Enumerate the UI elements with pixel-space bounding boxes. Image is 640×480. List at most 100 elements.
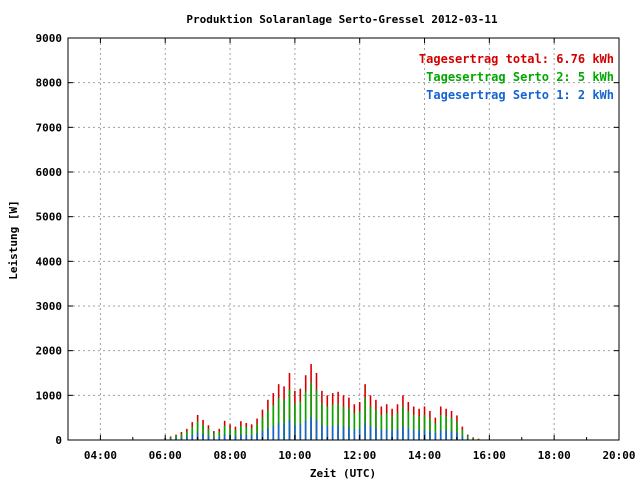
bar-serto2 <box>380 414 383 440</box>
bar-serto1 <box>186 436 188 440</box>
y-tick-label: 4000 <box>36 255 63 268</box>
bar-serto2 <box>186 431 188 440</box>
bar-serto1 <box>304 420 307 440</box>
bar-serto1 <box>466 438 469 440</box>
bar-serto1 <box>418 430 420 440</box>
bar-serto1 <box>261 430 264 440</box>
bar-serto1 <box>396 429 399 440</box>
bar-serto2 <box>202 424 204 440</box>
bar-serto1 <box>434 433 437 440</box>
plot-frame <box>67 37 620 441</box>
x-tick-label: 06:00 <box>149 449 182 462</box>
bar-serto2 <box>385 413 388 440</box>
bar-serto2 <box>261 417 264 440</box>
bar-serto2 <box>461 429 464 440</box>
bar-serto1 <box>234 435 237 440</box>
bar-serto2 <box>423 414 426 440</box>
bar-serto1 <box>299 424 302 440</box>
bar-serto1 <box>310 417 312 440</box>
bar-serto2 <box>267 409 269 440</box>
bar-serto2 <box>429 418 431 440</box>
y-tick-label: 1000 <box>36 389 63 402</box>
bar-serto2 <box>439 414 442 440</box>
x-tick-label: 08:00 <box>213 449 246 462</box>
bar-serto1 <box>348 427 350 440</box>
bar-serto2 <box>472 437 474 440</box>
legend-entry: Tagesertrag Serto 2: 5 kWh <box>426 70 614 84</box>
bar-serto1 <box>245 434 248 440</box>
bar-serto1 <box>191 434 194 440</box>
bar-serto2 <box>175 435 177 440</box>
bar-serto1 <box>213 437 215 440</box>
x-tick-label: 14:00 <box>408 449 441 462</box>
bar-serto2 <box>396 413 399 440</box>
bar-serto2 <box>456 421 458 440</box>
bar-serto2 <box>277 398 280 440</box>
x-tick-label: 20:00 <box>602 449 635 462</box>
ticks-layer: 0 1000 2000 3000 4000 5000 6000 7000 8000 9000 04:… <box>36 32 636 462</box>
bar-serto2 <box>364 398 366 440</box>
bar-serto2 <box>412 414 415 440</box>
bar-serto2 <box>299 401 302 440</box>
bar-serto1 <box>353 429 356 440</box>
bar-serto1 <box>321 425 323 440</box>
bar-serto2 <box>348 408 350 440</box>
bar-serto2 <box>207 428 210 440</box>
x-tick-label: 10:00 <box>278 449 311 462</box>
bar-serto2 <box>272 405 275 440</box>
bar-serto1 <box>375 427 377 440</box>
bar-serto2 <box>169 437 172 440</box>
bar-serto2 <box>391 416 393 440</box>
x-tick-label: 12:00 <box>343 449 376 462</box>
y-tick-label: 0 <box>55 434 62 447</box>
bar-serto2 <box>304 391 307 440</box>
bar-serto2 <box>337 403 339 440</box>
y-tick-label: 6000 <box>36 166 63 179</box>
bar-serto1 <box>364 423 366 440</box>
bar-serto2 <box>321 403 323 440</box>
x-tick-label: 18:00 <box>538 449 571 462</box>
bar-serto2 <box>294 403 296 440</box>
bar-serto2 <box>191 426 194 440</box>
y-tick-label: 8000 <box>36 77 63 90</box>
y-tick-label: 5000 <box>36 211 63 224</box>
bar-serto1 <box>380 429 383 440</box>
bar-serto1 <box>450 431 453 440</box>
bar-serto2 <box>375 409 377 440</box>
bar-serto1 <box>277 423 280 440</box>
bar-serto2 <box>315 389 318 440</box>
bar-serto1 <box>256 433 258 440</box>
bar-serto1 <box>218 436 221 440</box>
y-tick-label: 7000 <box>36 121 63 134</box>
y-tick-label: 3000 <box>36 300 63 313</box>
bar-serto2 <box>310 382 312 440</box>
y-tick-label: 2000 <box>36 345 63 358</box>
bar-serto1 <box>202 433 204 440</box>
bar-serto1 <box>456 432 458 440</box>
bar-serto1 <box>267 427 269 440</box>
bar-serto2 <box>342 406 345 440</box>
bar-serto2 <box>369 406 372 440</box>
bar-serto1 <box>423 429 426 440</box>
bar-serto2 <box>358 411 361 440</box>
bar-serto1 <box>196 432 199 440</box>
bar-serto1 <box>294 425 296 440</box>
bar-serto1 <box>283 423 285 440</box>
bar-serto1 <box>407 428 410 440</box>
bar-serto2 <box>331 404 334 440</box>
y-axis-label: Leistung [W] <box>7 200 20 279</box>
bar-serto2 <box>466 435 469 440</box>
bar-serto2 <box>434 423 437 440</box>
legend: Tagesertrag total: 6.76 kWh Tagesertrag S… <box>419 52 614 102</box>
bar-serto2 <box>407 411 410 440</box>
y-tick-label: 9000 <box>36 32 63 45</box>
bar-serto2 <box>213 433 215 440</box>
bar-serto2 <box>218 431 221 440</box>
bar-serto1 <box>169 438 172 440</box>
bar-serto1 <box>412 429 415 440</box>
bar-serto2 <box>326 406 329 440</box>
bar-serto2 <box>180 434 183 440</box>
x-tick-label: 16:00 <box>473 449 506 462</box>
grid-layer <box>68 38 619 440</box>
